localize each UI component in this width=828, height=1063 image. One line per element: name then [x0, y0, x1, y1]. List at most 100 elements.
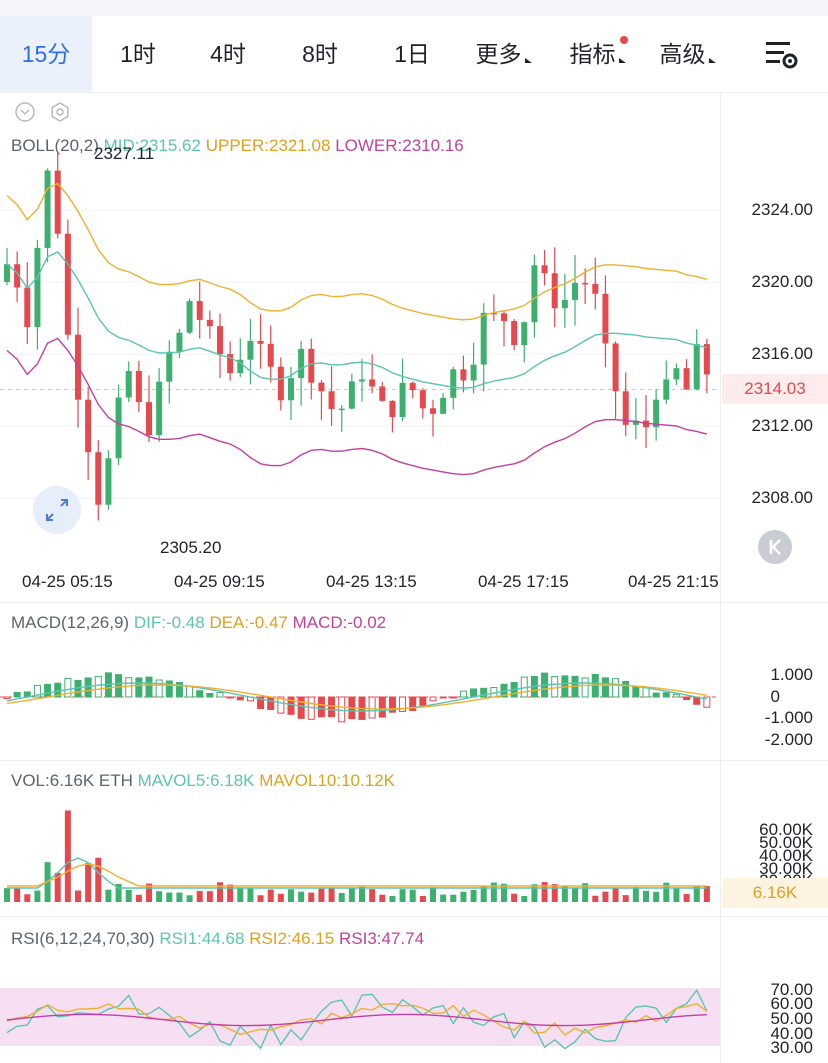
chart-settings-icon[interactable] [740, 16, 828, 92]
candle-body [14, 264, 21, 288]
macd-bar [175, 682, 183, 698]
volume-bar [318, 888, 325, 902]
expand-icon[interactable] [33, 486, 81, 534]
macd-bar [672, 693, 680, 698]
rsi-axis-label: 60.00 [770, 994, 813, 1013]
candle-body [369, 379, 376, 387]
x-axis-label: 04-25 21:15 [628, 572, 719, 591]
candle-body [318, 382, 325, 392]
volume-bar [298, 891, 305, 902]
x-axis-label: 04-25 13:15 [326, 572, 417, 591]
tab-advanced[interactable]: 高级 [646, 16, 728, 92]
macd-bar [64, 677, 72, 698]
macd-chart[interactable] [0, 645, 720, 755]
rsi-axis-label: 50.00 [770, 1009, 813, 1028]
tabs-divider [0, 92, 828, 93]
macd-bar [13, 691, 21, 698]
volume-bar [34, 890, 41, 902]
candle-body [389, 400, 396, 418]
volume-bar [54, 872, 61, 902]
rsi-1: RSI1:44.68 [159, 929, 245, 948]
tab-15m[interactable]: 15分 [0, 16, 92, 92]
candle-body [227, 354, 234, 374]
macd-bar [44, 684, 52, 698]
candle-body [24, 287, 31, 328]
volume-bar [430, 887, 436, 902]
candle-body [703, 344, 710, 375]
tab-indicators[interactable]: 指标 [556, 16, 638, 92]
rsi-axis-label: 40.00 [770, 1024, 813, 1043]
volume-bar [541, 882, 548, 902]
tab-1d[interactable]: 1日 [394, 41, 430, 67]
axis-separator [720, 92, 721, 1063]
volume-bar [288, 889, 294, 902]
volume-bar [440, 894, 447, 902]
volume-chart[interactable] [0, 800, 720, 910]
macd-bar [338, 696, 346, 723]
tab-8h[interactable]: 8时 [302, 41, 338, 67]
volume-bar [14, 888, 21, 902]
candle-body [338, 408, 345, 411]
volume-bar [490, 882, 497, 902]
volume-bar [470, 889, 477, 902]
status-strip [0, 0, 828, 16]
chevron-down-icon[interactable] [14, 101, 36, 123]
volume-bar [450, 894, 457, 902]
macd-bar [429, 696, 437, 702]
rsi-chart[interactable] [0, 960, 720, 1060]
boll-lower: LOWER:2310.16 [335, 136, 464, 155]
notification-dot [620, 36, 628, 44]
volume-bar [308, 892, 315, 902]
vol-ma10: MAVOL10:10.12K [259, 771, 395, 790]
x-axis-label: 04-25 09:15 [174, 572, 265, 591]
candle-body [186, 301, 193, 333]
volume-bar [399, 889, 406, 902]
macd-axis-label: -2.000 [764, 730, 813, 749]
candle-body [379, 386, 386, 401]
volume-bar [653, 891, 660, 902]
macd-bar [236, 696, 244, 701]
candle-body [247, 340, 254, 360]
candle-body [531, 265, 538, 323]
current-volume-badge: 6.16K [722, 878, 828, 908]
tab-more[interactable]: 更多 [462, 16, 544, 92]
candle-body [572, 282, 578, 301]
macd-bar [257, 696, 265, 710]
macd-bar [125, 677, 133, 698]
candle-body [663, 379, 670, 400]
high-price-label: 2327.11 [94, 144, 155, 163]
volume-bar [267, 889, 274, 902]
candle-body [298, 348, 305, 379]
panel-divider [0, 760, 828, 761]
candle-body [693, 344, 700, 390]
vol-ma5-line [7, 857, 707, 889]
candlestick-chart[interactable] [0, 92, 720, 562]
candle-body [521, 322, 528, 346]
tab-4h[interactable]: 4时 [210, 41, 246, 67]
candle-body [308, 348, 315, 383]
candle-body [288, 378, 294, 401]
boll-title: BOLL(20,2) [11, 136, 99, 155]
candle-body [85, 399, 92, 453]
macd-bar [226, 696, 234, 699]
candle-body [399, 382, 406, 418]
volume-bar [369, 889, 376, 902]
panel-divider [0, 602, 828, 603]
volume-bar [206, 891, 213, 902]
gear-icon[interactable] [48, 100, 72, 124]
tab-1h[interactable]: 1时 [120, 41, 156, 67]
candle-body [480, 312, 487, 365]
candle-body [105, 458, 112, 505]
volume-bar [521, 895, 528, 902]
candle-body [257, 340, 264, 344]
rsi-title: RSI(6,12,24,70,30) [11, 929, 155, 948]
macd-bar [622, 680, 630, 698]
boll-mid: MID:2315.62 [103, 136, 201, 155]
candle-body [166, 351, 173, 382]
back-to-latest-icon[interactable] [758, 530, 792, 564]
candle-body [206, 319, 213, 327]
macd-bar [632, 686, 640, 698]
candle-body [4, 264, 10, 282]
candle-body [440, 397, 447, 414]
macd-bar [155, 679, 163, 698]
